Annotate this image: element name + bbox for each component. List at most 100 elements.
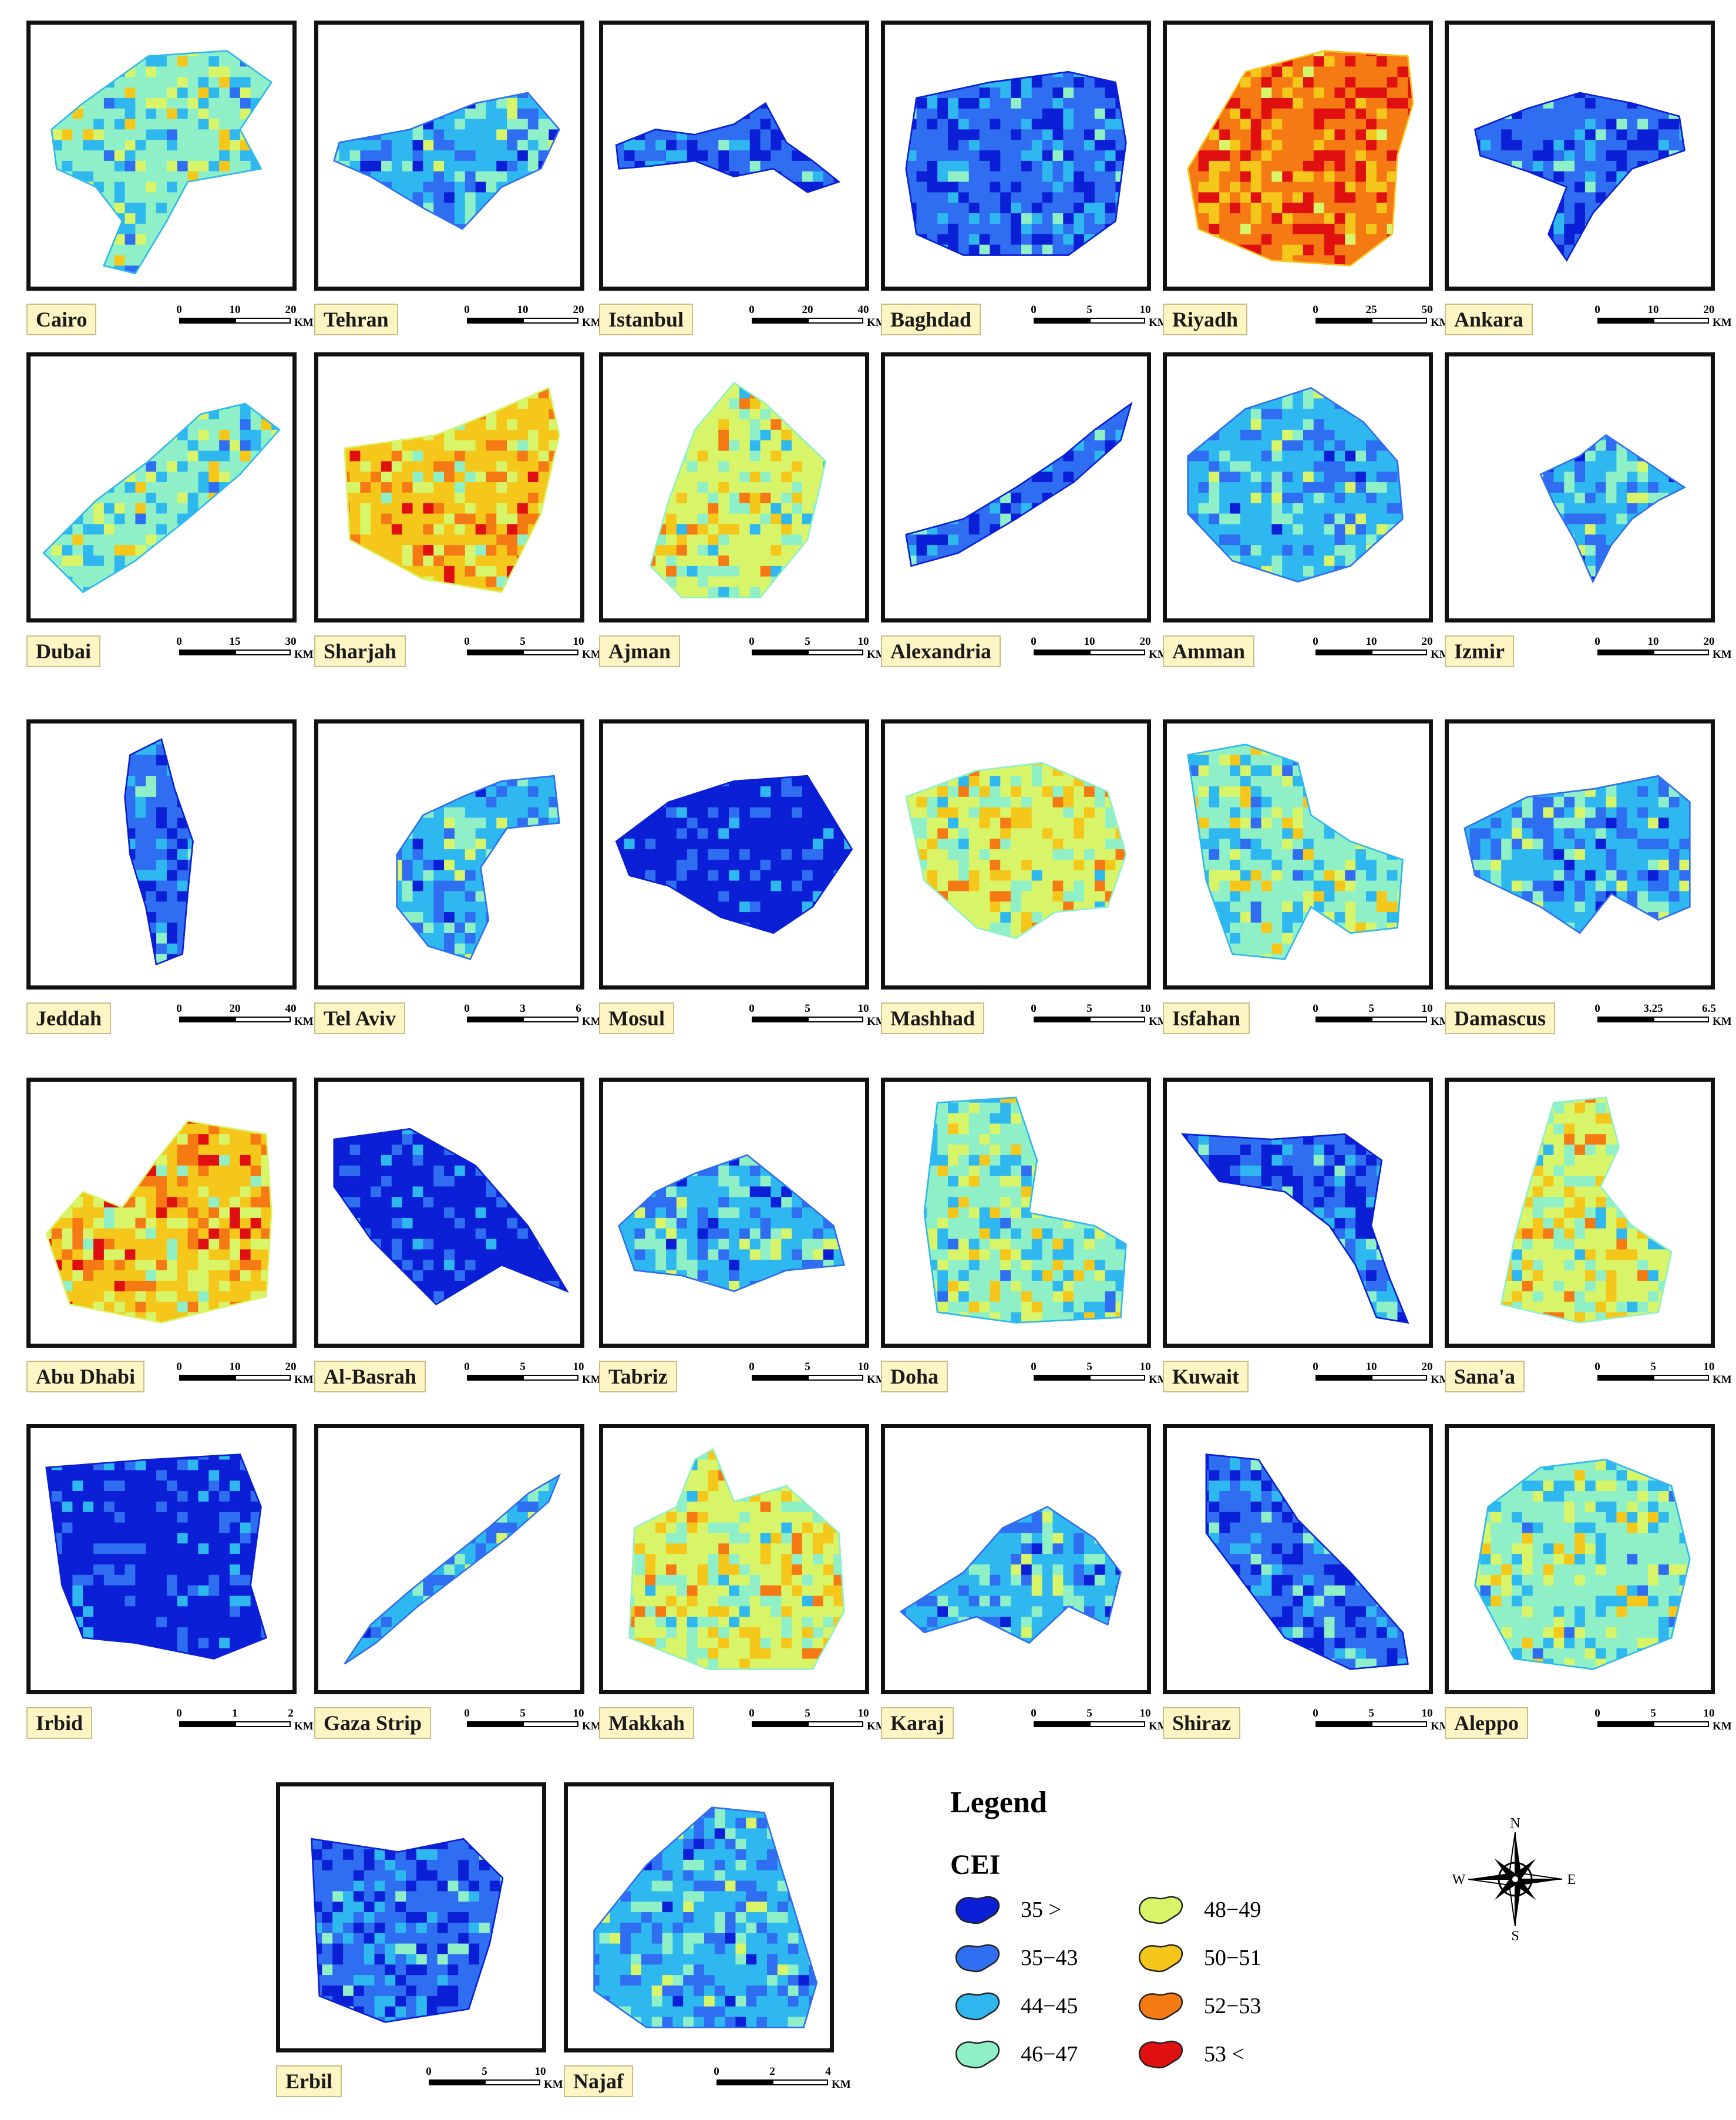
scale-tick: 20 <box>802 304 813 317</box>
cei-raster <box>125 739 193 965</box>
compass-rose-icon: N S E W <box>1452 1816 1576 1944</box>
scale-tick: 0 <box>176 304 182 317</box>
scale-tick: 10 <box>1140 1361 1151 1374</box>
legend-title: Legend <box>950 1785 1047 1820</box>
map-panel-kuwait <box>1163 1078 1433 1348</box>
map-panel-damascus <box>1445 719 1715 990</box>
compass-e: E <box>1567 1872 1576 1887</box>
city-label: Kuwait <box>1163 1361 1249 1392</box>
scale-tick: 10 <box>573 1361 584 1374</box>
city-label: Damascus <box>1445 1002 1556 1034</box>
scale-bar: 0 3.25 6.5 KM <box>1594 1002 1731 1029</box>
scale-tick: 5 <box>1368 1002 1374 1015</box>
scale-bar: 0 5 10 KM <box>1031 1002 1168 1029</box>
city-label: Shiraz <box>1163 1707 1241 1739</box>
scale-tick: 5 <box>1368 1707 1374 1720</box>
scale-tick: 0 <box>1031 1002 1037 1015</box>
scale-tick: 25 <box>1366 304 1377 317</box>
scale-tick: 20 <box>1704 635 1715 648</box>
scale-tick: 5 <box>520 1707 526 1720</box>
scale-unit: KM <box>1713 1374 1732 1387</box>
scale-tick: 2 <box>769 2065 775 2078</box>
scale-tick: 0 <box>426 2065 432 2078</box>
scale-bar: 0 5 10 KM <box>464 1361 601 1388</box>
scale-bar: 0 5 10 KM <box>749 1361 886 1388</box>
scale-tick: 20 <box>1422 1361 1433 1374</box>
legend-label: 53 < <box>1204 2041 1244 2067</box>
city-label: Cairo <box>26 304 97 335</box>
scale-unit: KM <box>294 1015 314 1028</box>
scale-bar: 0 5 10 KM <box>749 1002 886 1029</box>
scale-tick: 5 <box>1086 1361 1092 1374</box>
scale-bar: 0 5 10 KM <box>464 635 601 662</box>
map-panel-al-basrah <box>314 1078 584 1348</box>
scale-tick: 5 <box>482 2065 487 2078</box>
scale-unit: KM <box>1713 1015 1732 1028</box>
scale-bar: 0 20 40 KM <box>749 304 886 331</box>
cei-raster <box>1464 776 1690 933</box>
city-label: Jeddah <box>26 1002 112 1034</box>
scale-tick: 10 <box>1140 1002 1151 1015</box>
scale-unit: KM <box>582 1720 601 1733</box>
scale-tick: 0 <box>1594 1361 1600 1374</box>
scale-tick: 0 <box>749 1707 755 1720</box>
map-panel-karaj <box>881 1424 1151 1694</box>
scale-tick: 5 <box>1650 1361 1656 1374</box>
map-panel-makkah <box>599 1424 869 1694</box>
scale-tick: 5 <box>805 1707 810 1720</box>
scale-tick: 0 <box>749 635 755 648</box>
city-label: Baghdad <box>881 304 981 335</box>
scale-bar: 0 5 10 KM <box>749 635 886 662</box>
scale-bar: 0 5 10 KM <box>1594 1361 1731 1388</box>
scale-tick: 0 <box>1594 635 1600 648</box>
city-label: Irbid <box>26 1707 93 1739</box>
scale-bar: 0 5 10 KM <box>1594 1707 1731 1734</box>
scale-tick: 40 <box>285 1002 297 1015</box>
legend-swatch-icon <box>1139 2040 1183 2069</box>
scale-unit: KM <box>582 1374 601 1387</box>
scale-tick: 20 <box>1422 635 1433 648</box>
legend-label: 35−43 <box>1021 1945 1078 1971</box>
cei-raster <box>344 388 560 593</box>
scale-bar: 0 5 10 KM <box>464 1707 601 1734</box>
scale-tick: 0 <box>464 304 470 317</box>
legend-label: 52−53 <box>1204 1993 1261 2019</box>
scale-tick: 10 <box>858 1707 869 1720</box>
city-label: Istanbul <box>599 304 694 335</box>
map-panel-doha <box>881 1078 1151 1348</box>
scale-tick: 20 <box>230 1002 241 1015</box>
scale-tick: 10 <box>1140 304 1151 317</box>
scale-bar: 0 25 50 KM <box>1313 304 1449 331</box>
scale-tick: 5 <box>1086 304 1092 317</box>
scale-tick: 10 <box>230 304 241 317</box>
scale-tick: 40 <box>858 304 869 317</box>
cei-raster <box>618 1155 845 1291</box>
scale-tick: 6 <box>576 1002 581 1015</box>
scale-unit: KM <box>582 317 601 329</box>
scale-tick: 0 <box>1031 304 1037 317</box>
scale-tick: 0 <box>1313 1707 1318 1720</box>
scale-tick: 0 <box>714 2065 719 2078</box>
map-panel-abu-dhabi <box>26 1078 297 1348</box>
map-panel-ajman <box>599 352 869 622</box>
legend-label: 48−49 <box>1204 1897 1261 1923</box>
city-label: Riyadh <box>1163 304 1248 335</box>
scale-tick: 10 <box>230 1361 241 1374</box>
scale-tick: 0 <box>464 1707 470 1720</box>
cei-raster <box>650 382 826 598</box>
scale-unit: KM <box>294 648 314 661</box>
scale-tick: 15 <box>230 635 241 648</box>
scale-tick: 3 <box>520 1002 526 1015</box>
scale-bar: 0 10 20 KM <box>1031 635 1168 662</box>
legend-swatch-icon <box>1139 1992 1183 2021</box>
legend-swatch-icon <box>956 1896 1000 1924</box>
scale-unit: KM <box>1713 317 1732 329</box>
scale-tick: 20 <box>1704 304 1715 317</box>
city-label: Gaza Strip <box>314 1707 431 1739</box>
map-panel-mosul <box>599 719 869 990</box>
city-label: Ajman <box>599 635 680 667</box>
scale-bar: 0 5 10 KM <box>1031 1707 1168 1734</box>
scale-bar: 0 10 20 KM <box>176 1361 313 1388</box>
legend-subtitle: CEI <box>950 1849 1000 1881</box>
